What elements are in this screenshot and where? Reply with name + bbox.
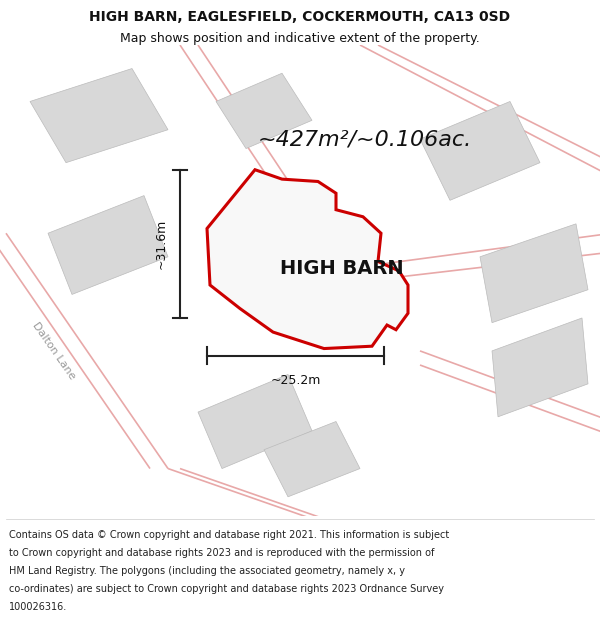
Polygon shape: [207, 170, 408, 349]
Text: ~25.2m: ~25.2m: [271, 374, 320, 388]
Text: to Crown copyright and database rights 2023 and is reproduced with the permissio: to Crown copyright and database rights 2…: [9, 548, 434, 558]
Text: Dalton Lane: Dalton Lane: [242, 202, 304, 249]
Polygon shape: [420, 101, 540, 200]
Polygon shape: [216, 73, 312, 149]
Text: Dalton Lane: Dalton Lane: [31, 321, 77, 381]
Text: Map shows position and indicative extent of the property.: Map shows position and indicative extent…: [120, 32, 480, 46]
Text: ~427m²/~0.106ac.: ~427m²/~0.106ac.: [258, 129, 472, 149]
Polygon shape: [492, 318, 588, 417]
Polygon shape: [480, 224, 588, 322]
Text: 100026316.: 100026316.: [9, 602, 67, 612]
Polygon shape: [48, 196, 168, 294]
Polygon shape: [264, 421, 360, 497]
Text: Contains OS data © Crown copyright and database right 2021. This information is : Contains OS data © Crown copyright and d…: [9, 530, 449, 540]
Polygon shape: [198, 374, 312, 469]
Text: HIGH BARN, EAGLESFIELD, COCKERMOUTH, CA13 0SD: HIGH BARN, EAGLESFIELD, COCKERMOUTH, CA1…: [89, 10, 511, 24]
Text: ~31.6m: ~31.6m: [155, 219, 168, 269]
Text: HM Land Registry. The polygons (including the associated geometry, namely x, y: HM Land Registry. The polygons (includin…: [9, 566, 405, 576]
Polygon shape: [30, 69, 168, 162]
Text: HIGH BARN: HIGH BARN: [280, 259, 404, 278]
Text: co-ordinates) are subject to Crown copyright and database rights 2023 Ordnance S: co-ordinates) are subject to Crown copyr…: [9, 584, 444, 594]
